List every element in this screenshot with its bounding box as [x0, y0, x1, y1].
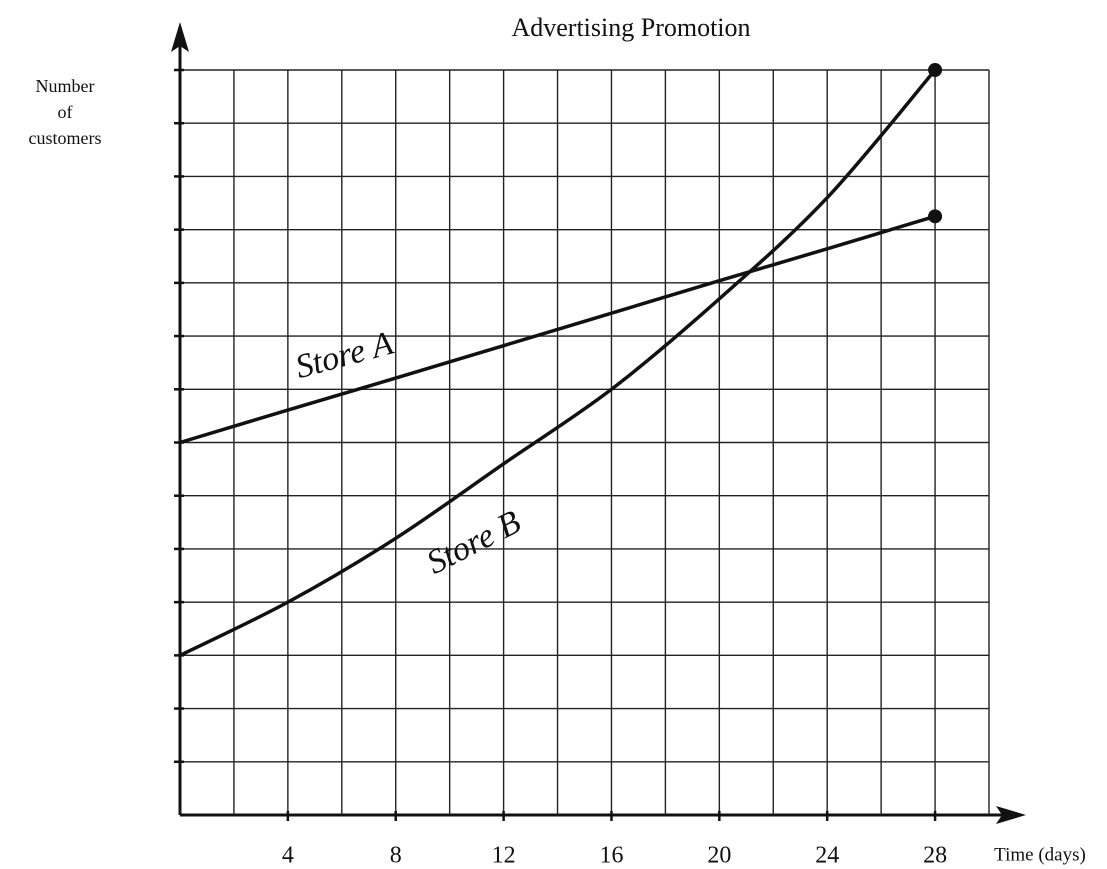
y-axis-label: of — [58, 102, 73, 122]
x-tick-label: 4 — [282, 843, 294, 869]
data-line — [179, 68, 937, 657]
y-axis-arrow — [171, 22, 189, 52]
x-tick-label: 8 — [390, 843, 402, 869]
x-axis-label: Time (days) — [994, 844, 1086, 865]
series-label: Store A — [292, 325, 398, 386]
data-line — [179, 214, 936, 445]
y-axis-label: Number — [36, 76, 95, 96]
chart-title: Advertising Promotion — [511, 13, 750, 42]
end-point — [928, 63, 943, 77]
x-axis-arrow — [996, 806, 1026, 824]
end-point — [928, 209, 943, 224]
x-tick-label: 16 — [599, 843, 623, 869]
y-axis-label: customers — [29, 128, 102, 148]
x-tick-label: 20 — [707, 843, 731, 869]
x-tick-label: 28 — [923, 843, 947, 869]
series-label: Store B — [421, 503, 527, 581]
x-tick-label: 24 — [815, 843, 839, 869]
x-tick-label: 12 — [492, 843, 516, 869]
